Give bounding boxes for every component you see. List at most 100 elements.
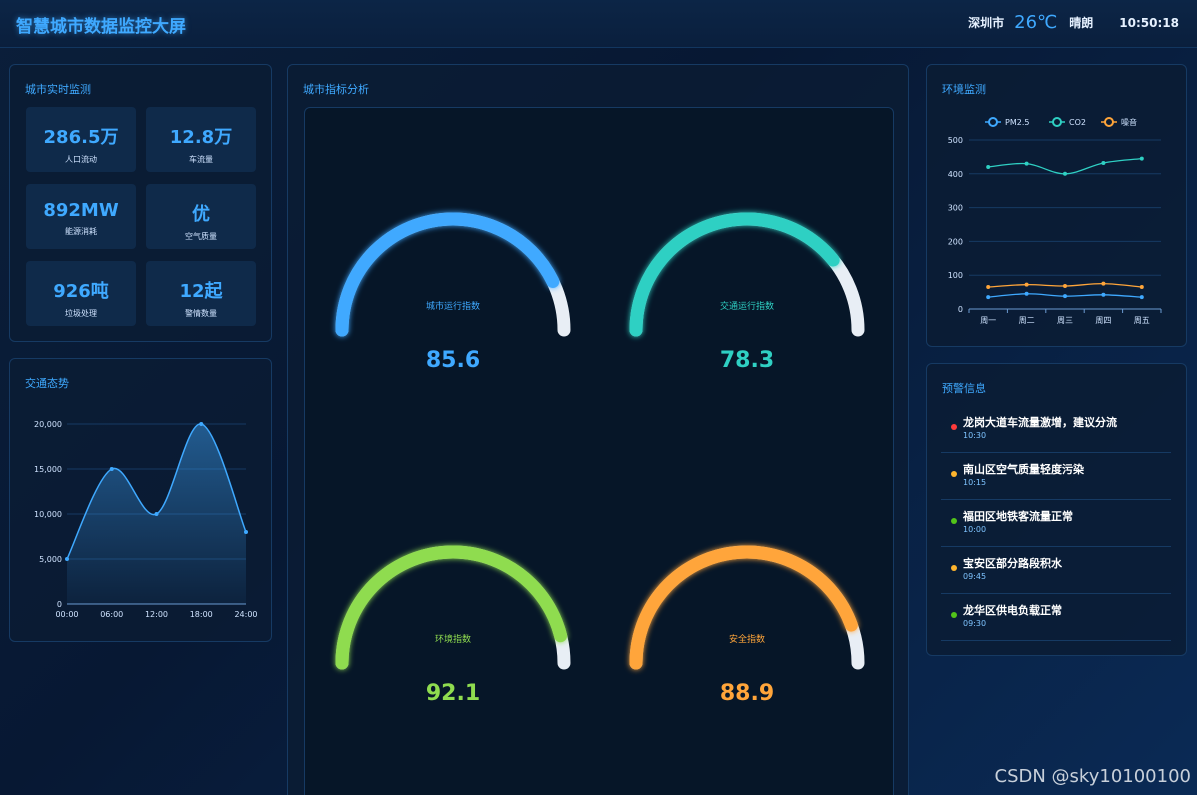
traffic-point xyxy=(109,467,114,471)
clock: 10:50:18 xyxy=(1119,15,1179,30)
gauge-track xyxy=(629,212,865,337)
series-point xyxy=(1063,171,1067,176)
series-point xyxy=(986,165,991,170)
temperature: 26℃ xyxy=(1014,12,1058,33)
alert-item[interactable]: 福田区地铁客流量正常 10:00 xyxy=(941,500,1171,547)
alert-message: 龙岗大道车流量激增，建议分流 xyxy=(963,416,1117,429)
gauge-label-safety: 安全指数 xyxy=(728,635,765,645)
gauge-value-environment: 92.1 xyxy=(425,681,481,706)
alert-time: 09:45 xyxy=(963,572,987,581)
series-point xyxy=(1024,161,1029,166)
alert-time: 10:00 xyxy=(963,525,987,534)
gauges-container: 城市运行指数 85.6 交通运行指数 78.3 环境指数 92.1 安全指数 8… xyxy=(304,107,894,795)
series-point xyxy=(986,295,991,300)
alerts-panel: 预警信息 龙岗大道车流量激增，建议分流 10:30 南山区空气质量轻度污染 10… xyxy=(926,363,1187,656)
stat-label: 垃圾处理 xyxy=(65,309,97,318)
y-tick-label: 400 xyxy=(948,170,963,179)
stat-label: 空气质量 xyxy=(185,232,217,241)
panel-title-environment: 环境监测 xyxy=(942,83,986,96)
legend-label: PM2.5 xyxy=(1005,118,1029,127)
gauge-progress xyxy=(335,212,560,337)
traffic-panel: 交通态势 0 5,000 10,000 15,000 20,000 00:00 06:00 1… xyxy=(9,358,272,642)
gauge-label-traffic: 交通运行指数 xyxy=(719,302,774,312)
watermark: CSDN @sky10100100 xyxy=(994,766,1191,787)
stat-value: 892MW xyxy=(43,200,119,221)
x-tick-label: 12:00 xyxy=(145,610,168,619)
stat-value: 926吨 xyxy=(53,281,109,302)
series-line xyxy=(988,157,1142,175)
legend-marker xyxy=(988,117,998,127)
x-tick-label: 00:00 xyxy=(55,610,78,619)
stat-value: 12起 xyxy=(179,281,223,302)
environment-line-chart: 0 100 200 300 400 500 周一 周二 周三 周四 周五 PM2.5 CO2 噪音 xyxy=(948,117,1162,325)
y-tick-label: 10,000 xyxy=(34,510,62,519)
y-tick-label: 20,000 xyxy=(34,420,62,429)
series-point xyxy=(986,285,991,290)
series-point xyxy=(1139,156,1144,161)
gauge-label-city: 城市运行指数 xyxy=(425,302,480,312)
traffic-point xyxy=(154,512,159,516)
alert-level-dot xyxy=(951,612,957,618)
stat-label: 能源消耗 xyxy=(65,227,97,236)
legend-label: 噪音 xyxy=(1121,117,1137,127)
y-tick-label: 100 xyxy=(948,271,963,280)
x-tick-label: 18:00 xyxy=(190,610,213,619)
series-point xyxy=(1101,281,1106,286)
alert-message: 龙华区供电负载正常 xyxy=(963,604,1062,617)
alert-item[interactable]: 宝安区部分路段积水 09:45 xyxy=(941,547,1171,594)
series-point xyxy=(1063,284,1067,289)
y-tick-label: 200 xyxy=(948,237,963,246)
panel-title-alerts: 预警信息 xyxy=(942,382,986,395)
x-tick-label: 24:00 xyxy=(234,610,257,619)
stat-value: 12.8万 xyxy=(169,127,233,148)
y-tick-label: 0 xyxy=(57,600,62,609)
gauge-track xyxy=(335,212,571,337)
legend-label: CO2 xyxy=(1069,118,1086,127)
stat-value: 优 xyxy=(192,204,210,225)
alert-time: 09:30 xyxy=(963,619,987,628)
y-tick-label: 15,000 xyxy=(34,465,62,474)
indicators-panel: 城市指标分析 城市运行指数 85.6 交通运行指数 78.3 环境指数 92.1… xyxy=(287,64,909,795)
series-point xyxy=(1101,160,1106,165)
x-tick-label: 周二 xyxy=(1019,316,1035,325)
alert-item[interactable]: 南山区空气质量轻度污染 10:15 xyxy=(941,453,1171,500)
gauge-progress xyxy=(629,212,840,337)
alert-message: 南山区空气质量轻度污染 xyxy=(963,463,1084,476)
stat-label: 人口流动 xyxy=(65,155,97,164)
stat-card-garbage: 926吨 垃圾处理 xyxy=(26,261,136,326)
x-tick-label: 06:00 xyxy=(100,610,123,619)
stat-card-vehicles: 12.8万 车流量 xyxy=(146,107,256,172)
series-point xyxy=(1139,285,1144,290)
series-point xyxy=(1024,291,1029,296)
panel-title-traffic: 交通态势 xyxy=(25,377,69,390)
alert-message: 福田区地铁客流量正常 xyxy=(963,510,1073,523)
y-tick-label: 500 xyxy=(948,136,963,145)
stat-card-population: 286.5万 人口流动 xyxy=(26,107,136,172)
panel-title-realtime: 城市实时监测 xyxy=(25,83,91,96)
traffic-area xyxy=(67,423,246,604)
traffic-point xyxy=(199,422,204,426)
alert-item[interactable]: 龙华区供电负载正常 09:30 xyxy=(941,594,1171,641)
stat-card-energy: 892MW 能源消耗 xyxy=(26,184,136,249)
alert-level-dot xyxy=(951,471,957,477)
gauge-progress xyxy=(629,545,858,670)
header-info: 深圳市 26℃ 晴朗 10:50:18 xyxy=(968,12,1179,33)
alert-time: 10:30 xyxy=(963,431,987,440)
gauge-value-traffic: 78.3 xyxy=(719,348,775,373)
gauge-value-city: 85.6 xyxy=(425,348,481,373)
y-tick-label: 0 xyxy=(958,305,963,314)
gauge-value-safety: 88.9 xyxy=(719,681,775,706)
alert-item[interactable]: 龙岗大道车流量激增，建议分流 10:30 xyxy=(941,406,1171,453)
gauge-label-environment: 环境指数 xyxy=(434,635,471,645)
stat-card-alarms: 12起 警情数量 xyxy=(146,261,256,326)
alert-level-dot xyxy=(951,518,957,524)
stat-value: 286.5万 xyxy=(43,127,119,148)
stat-label: 车流量 xyxy=(189,155,213,164)
series-point xyxy=(1024,282,1029,287)
realtime-panel: 城市实时监测 286.5万 人口流动 12.8万 车流量 892MW 能源消耗 … xyxy=(9,64,272,342)
gauge-progress xyxy=(335,545,568,670)
y-tick-label: 300 xyxy=(948,204,963,213)
series-point xyxy=(1063,294,1067,299)
series-point xyxy=(1101,292,1106,297)
y-tick-label: 5,000 xyxy=(39,555,62,564)
